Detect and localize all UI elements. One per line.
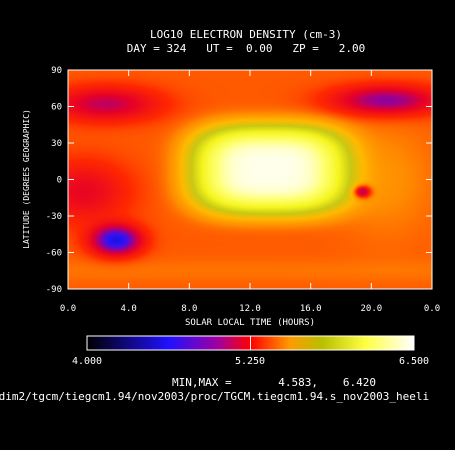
- plot-area: [67, 69, 433, 290]
- x-tick-label: 12.0: [239, 304, 261, 314]
- x-tick-label: 0.0: [60, 304, 76, 314]
- y-tick-label: -60: [46, 249, 62, 259]
- colorbar: 4.000 5.250 6.500: [72, 335, 429, 367]
- x-axis: 0.0 4.0 8.0 12.0 16.0 20.0 0.0: [60, 70, 440, 314]
- x-tick-label: 8.0: [181, 304, 197, 314]
- y-tick-label: -30: [46, 212, 62, 222]
- density-field: [68, 70, 432, 289]
- y-tick-label: 90: [51, 66, 62, 76]
- colorbar-min-label: 4.000: [72, 356, 102, 367]
- x-tick-label: 0.0: [424, 304, 440, 314]
- y-tick-label: 0: [57, 176, 62, 186]
- colorbar-max-label: 6.500: [399, 356, 429, 367]
- y-axis-label: LATITUDE (DEGREES GEOGRAPHIC): [22, 109, 31, 249]
- minmax-label: MIN,MAX =: [172, 376, 232, 389]
- y-tick-label: 30: [51, 139, 62, 149]
- chart-subtitle: DAY = 324 UT = 0.00 ZP = 2.00: [127, 42, 365, 55]
- x-tick-label: 4.0: [121, 304, 137, 314]
- x-tick-label: 20.0: [360, 304, 382, 314]
- y-tick-label: -90: [46, 285, 62, 295]
- chart-title: LOG10 ELECTRON DENSITY (cm-3): [150, 28, 342, 41]
- y-tick-label: 60: [51, 103, 62, 113]
- colorbar-mid-label: 5.250: [235, 356, 265, 367]
- x-axis-label: SOLAR LOCAL TIME (HOURS): [185, 318, 315, 328]
- x-tick-label: 16.0: [300, 304, 322, 314]
- min-value: 4.583,: [278, 376, 318, 389]
- max-value: 6.420: [343, 376, 376, 389]
- y-axis: 90 60 30 0 -30 -60 -90: [46, 66, 432, 295]
- source-file-path: /dim2/tgcm/tiegcm1.94/nov2003/proc/TGCM.…: [0, 390, 429, 403]
